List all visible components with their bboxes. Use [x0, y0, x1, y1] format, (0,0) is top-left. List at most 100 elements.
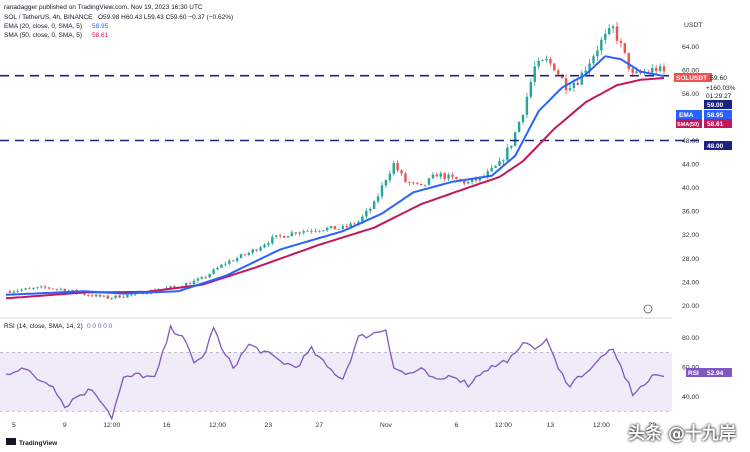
candle-body — [443, 173, 446, 179]
candle-body — [51, 288, 55, 290]
candle-body — [529, 81, 533, 97]
candle-body — [55, 289, 59, 290]
candle-body — [204, 277, 207, 278]
candle-body — [259, 247, 262, 251]
candle-body — [290, 232, 294, 237]
symbol-tag: SOLUSDT — [674, 73, 712, 82]
candle-body — [208, 273, 211, 278]
svg-text:TradingView: TradingView — [19, 440, 58, 447]
price-tick-label: 32.00 — [682, 232, 699, 239]
candle-body — [314, 231, 317, 232]
sma-tag: SMA(50) 58.61 — [676, 119, 732, 128]
candle-body — [43, 286, 47, 288]
candle-body — [521, 114, 525, 123]
candle-body — [294, 232, 298, 234]
svg-text:48.00: 48.00 — [707, 143, 724, 150]
candle-body — [486, 171, 489, 178]
candle-body — [71, 289, 74, 291]
candle-body — [427, 178, 431, 185]
candle-body — [451, 174, 454, 177]
candle-body — [545, 58, 548, 61]
candle-body — [372, 201, 376, 209]
candle-body — [94, 294, 98, 297]
candle-body — [231, 260, 235, 262]
candle-body — [110, 297, 113, 299]
candle-body — [216, 267, 219, 270]
time-tick-label: 20 — [648, 422, 656, 429]
candle-body — [580, 72, 583, 85]
candle-body — [247, 252, 251, 255]
candle-body — [623, 43, 627, 53]
candle-body — [510, 145, 513, 148]
svg-text:52.94: 52.94 — [707, 370, 724, 377]
candle-body — [322, 230, 325, 232]
candle-body — [200, 277, 204, 279]
level-high-tag: 59.00 — [704, 100, 732, 109]
candle-body — [118, 295, 121, 298]
candle-body — [502, 160, 505, 161]
candle-body — [537, 60, 540, 67]
candle-body — [588, 63, 591, 71]
candle-body — [388, 173, 392, 181]
candle-body — [98, 294, 102, 297]
candle-body — [404, 173, 407, 183]
rsi-tick-label: 80.00 — [682, 335, 699, 342]
price-tick-label: 64.00 — [682, 44, 699, 51]
price-tick-label: 56.00 — [682, 91, 699, 98]
time-tick-label: 23 — [265, 422, 273, 429]
level-low-tag: 48.00 — [704, 141, 732, 150]
candle-body — [651, 68, 654, 73]
svg-text:SOLUSDT: SOLUSDT — [676, 75, 707, 82]
candle-body — [20, 289, 23, 291]
candle-body — [32, 288, 35, 289]
watermark-text: 头条 @十九岸 — [628, 424, 736, 444]
sma-legend-value: 58.61 — [92, 32, 109, 39]
candle-body — [302, 231, 305, 233]
candle-body — [369, 208, 372, 211]
candle-body — [239, 254, 243, 259]
candle-body — [102, 295, 106, 297]
candle-body — [306, 230, 309, 232]
candle-body — [345, 226, 348, 227]
price-tick-label: 40.00 — [682, 185, 699, 192]
candle-body — [412, 182, 415, 184]
time-axis: 5 9 12:00 16 12:00 23 27 Nov 6 12:00 13 12:00 20 — [12, 422, 656, 429]
candle-body — [196, 278, 200, 281]
svg-text:59.60: 59.60 — [710, 75, 727, 82]
price-tick-label: 28.00 — [682, 256, 699, 263]
candle-body — [12, 291, 16, 293]
ema-legend: EMA (20, close, 0, SMA, 5) — [4, 23, 82, 30]
sma-legend: SMA (50, close, 0, SMA, 5) — [4, 32, 82, 39]
candle-body — [604, 33, 607, 40]
candle-body — [228, 260, 231, 264]
candle-body — [470, 178, 474, 183]
candle-body — [333, 226, 337, 230]
svg-text:EMA: EMA — [679, 112, 694, 119]
candle-body — [67, 290, 70, 292]
candle-body — [126, 294, 129, 298]
candle-body — [564, 78, 568, 91]
svg-text:59.00: 59.00 — [707, 102, 724, 109]
candle-body — [396, 163, 399, 171]
event-marker-icon[interactable] — [643, 304, 653, 314]
candle-body — [349, 223, 352, 227]
candle-body — [59, 288, 63, 290]
candle-body — [212, 269, 215, 274]
candle-body — [607, 28, 611, 34]
rsi-tick-label: 40.00 — [682, 394, 699, 401]
time-tick-label: 27 — [316, 422, 324, 429]
price-tick-label: 20.00 — [682, 303, 699, 310]
symbol-line: SOL / TetherUS, 4h, BINANCE — [4, 14, 93, 21]
candle-body — [416, 182, 419, 184]
candle-body — [549, 58, 552, 64]
currency-label: USDT — [684, 22, 703, 29]
candle-body — [310, 230, 313, 232]
candles-layer — [8, 21, 666, 301]
rsi-legend: RSI (14, close, SMA, 14, 2) — [4, 323, 83, 330]
candle-body — [408, 182, 411, 183]
time-tick-label: 6 — [455, 422, 459, 429]
candle-body — [447, 174, 450, 179]
candle-body — [525, 96, 529, 115]
candle-body — [615, 26, 619, 41]
